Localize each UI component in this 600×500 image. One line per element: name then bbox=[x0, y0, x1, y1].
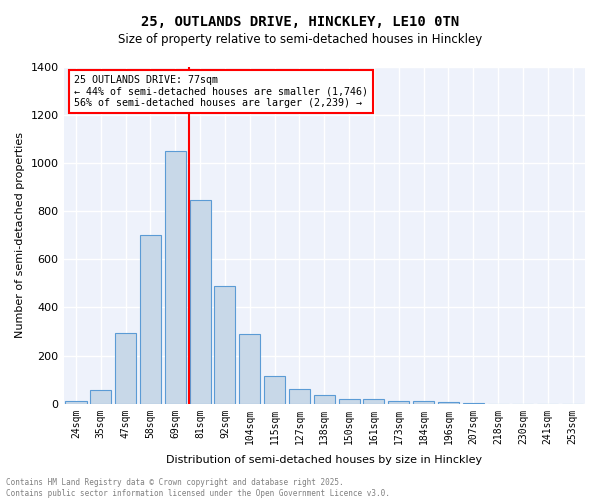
Bar bbox=[115, 332, 136, 404]
X-axis label: Distribution of semi-detached houses by size in Hinckley: Distribution of semi-detached houses by … bbox=[166, 455, 482, 465]
Y-axis label: Number of semi-detached properties: Number of semi-detached properties bbox=[15, 132, 25, 338]
Bar bbox=[338, 399, 359, 404]
Text: Size of property relative to semi-detached houses in Hinckley: Size of property relative to semi-detach… bbox=[118, 32, 482, 46]
Text: Contains HM Land Registry data © Crown copyright and database right 2025.
Contai: Contains HM Land Registry data © Crown c… bbox=[6, 478, 390, 498]
Bar bbox=[388, 400, 409, 404]
Bar bbox=[140, 235, 161, 404]
Bar bbox=[289, 388, 310, 404]
Text: 25 OUTLANDS DRIVE: 77sqm
← 44% of semi-detached houses are smaller (1,746)
56% o: 25 OUTLANDS DRIVE: 77sqm ← 44% of semi-d… bbox=[74, 75, 368, 108]
Bar bbox=[90, 390, 112, 404]
Bar bbox=[214, 286, 235, 404]
Bar bbox=[413, 402, 434, 404]
Bar bbox=[165, 151, 186, 404]
Bar bbox=[438, 402, 459, 404]
Text: 25, OUTLANDS DRIVE, HINCKLEY, LE10 0TN: 25, OUTLANDS DRIVE, HINCKLEY, LE10 0TN bbox=[141, 15, 459, 29]
Bar bbox=[239, 334, 260, 404]
Bar bbox=[463, 402, 484, 404]
Bar bbox=[314, 396, 335, 404]
Bar bbox=[364, 400, 385, 404]
Bar bbox=[264, 376, 285, 404]
Bar bbox=[190, 200, 211, 404]
Bar bbox=[65, 402, 86, 404]
